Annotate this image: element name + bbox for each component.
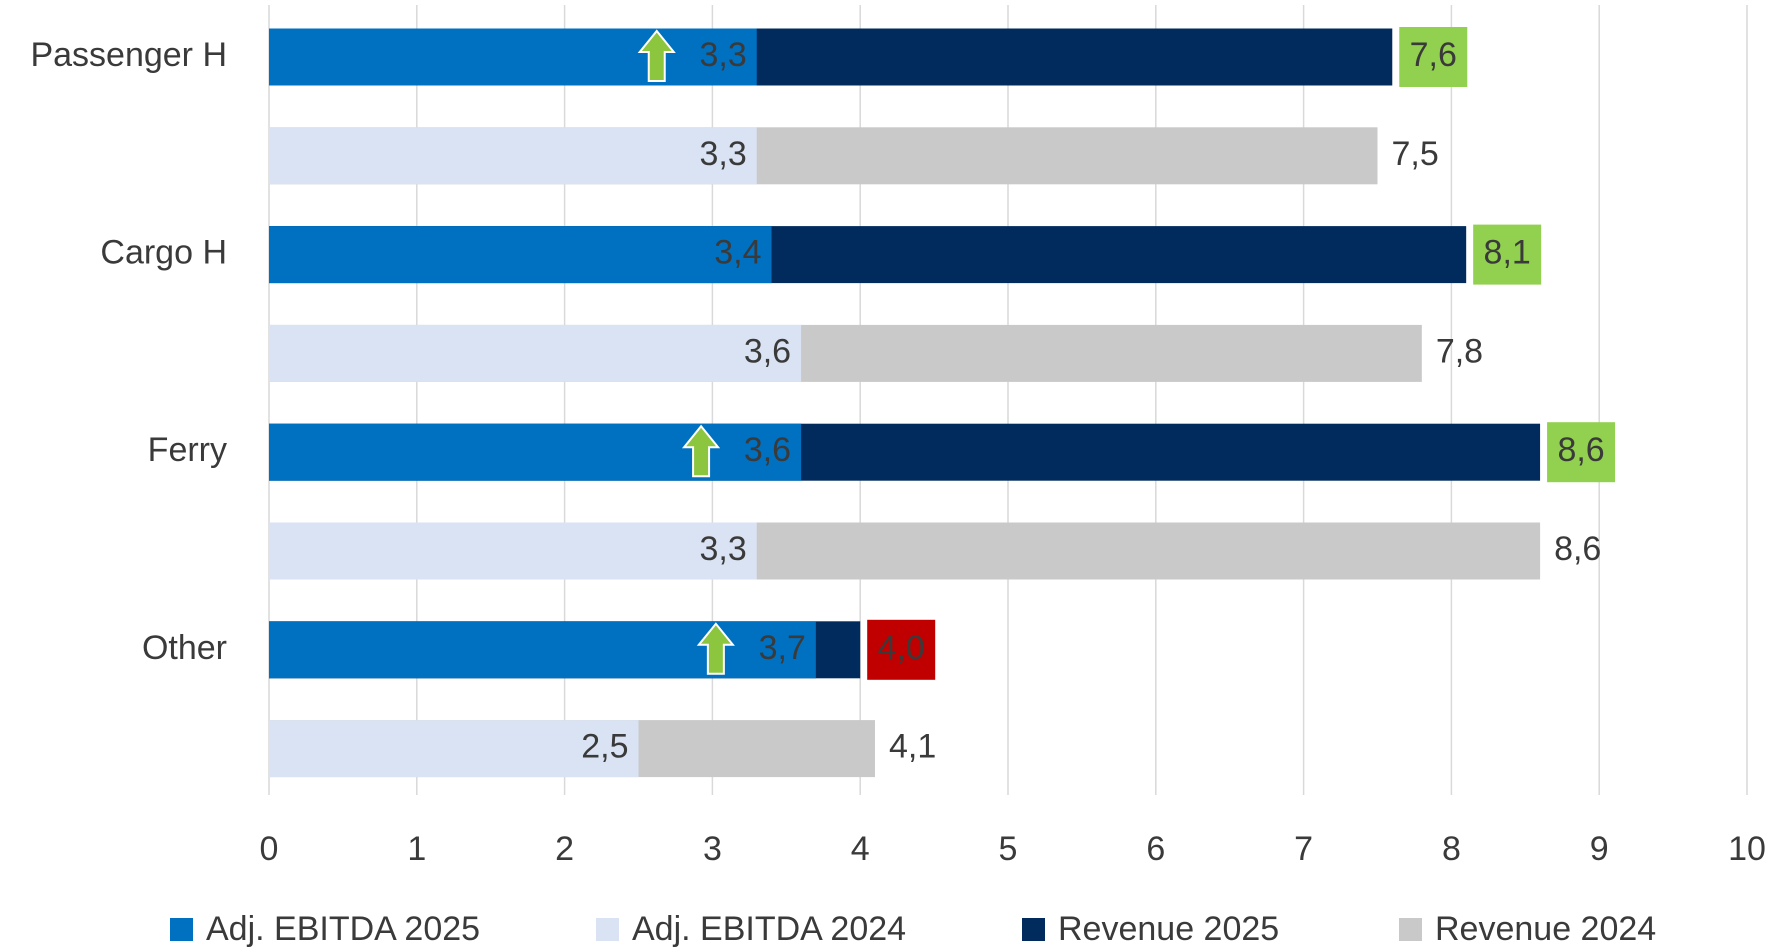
legend-label: Revenue 2025 [1058, 910, 1279, 948]
up-arrow [637, 29, 676, 82]
value-label: 3,4 [714, 234, 761, 272]
value-label: 7,5 [1392, 135, 1439, 173]
value-label: 4,0 [878, 629, 925, 667]
value-label: 4,1 [889, 728, 936, 766]
up-arrow [696, 622, 735, 675]
category-label: Cargo H [100, 234, 227, 272]
value-label: 3,3 [699, 530, 746, 568]
x-tick-label: 0 [260, 830, 279, 868]
legend-swatch [1399, 918, 1422, 941]
x-tick-label: 5 [999, 830, 1018, 868]
value-label: 3,6 [744, 332, 791, 370]
legend-label: Revenue 2024 [1435, 910, 1656, 948]
bar [269, 127, 757, 185]
value-label-box [1473, 224, 1542, 285]
value-label: 8,1 [1484, 234, 1531, 272]
x-tick-label: 1 [407, 830, 426, 868]
value-label: 7,8 [1436, 332, 1483, 370]
value-label: 3,7 [759, 629, 806, 667]
bar [269, 226, 772, 284]
legend-swatch [170, 918, 193, 941]
legend-label: Adj. EBITDA 2025 [206, 910, 480, 948]
value-label-box [1547, 422, 1616, 483]
bar [269, 522, 757, 580]
legend-label: Adj. EBITDA 2024 [632, 910, 906, 948]
bar [269, 28, 757, 86]
bar [269, 423, 802, 481]
value-label: 3,3 [699, 135, 746, 173]
x-tick-label: 9 [1590, 830, 1609, 868]
x-tick-label: 7 [1294, 830, 1313, 868]
category-label: Passenger H [30, 36, 227, 74]
x-tick-label: 10 [1728, 830, 1766, 868]
legend-swatch [596, 918, 619, 941]
value-label-box [1399, 27, 1468, 87]
value-label: 3,3 [699, 36, 746, 74]
x-tick-label: 8 [1442, 830, 1461, 868]
x-tick-label: 2 [555, 830, 574, 868]
value-label: 3,6 [744, 431, 791, 469]
bar [269, 720, 639, 778]
value-label: 8,6 [1554, 530, 1601, 568]
x-tick-label: 3 [703, 830, 722, 868]
legend-swatch [1022, 918, 1045, 941]
category-label: Other [142, 629, 227, 667]
x-tick-label: 6 [1146, 830, 1165, 868]
value-label: 2,5 [581, 728, 628, 766]
value-label: 8,6 [1557, 431, 1604, 469]
value-label-box [867, 619, 936, 680]
bar [269, 324, 802, 382]
bar [269, 621, 816, 679]
up-arrow [681, 424, 721, 478]
x-tick-label: 4 [851, 830, 870, 868]
category-label: Ferry [148, 431, 227, 469]
value-label: 7,6 [1410, 36, 1457, 74]
